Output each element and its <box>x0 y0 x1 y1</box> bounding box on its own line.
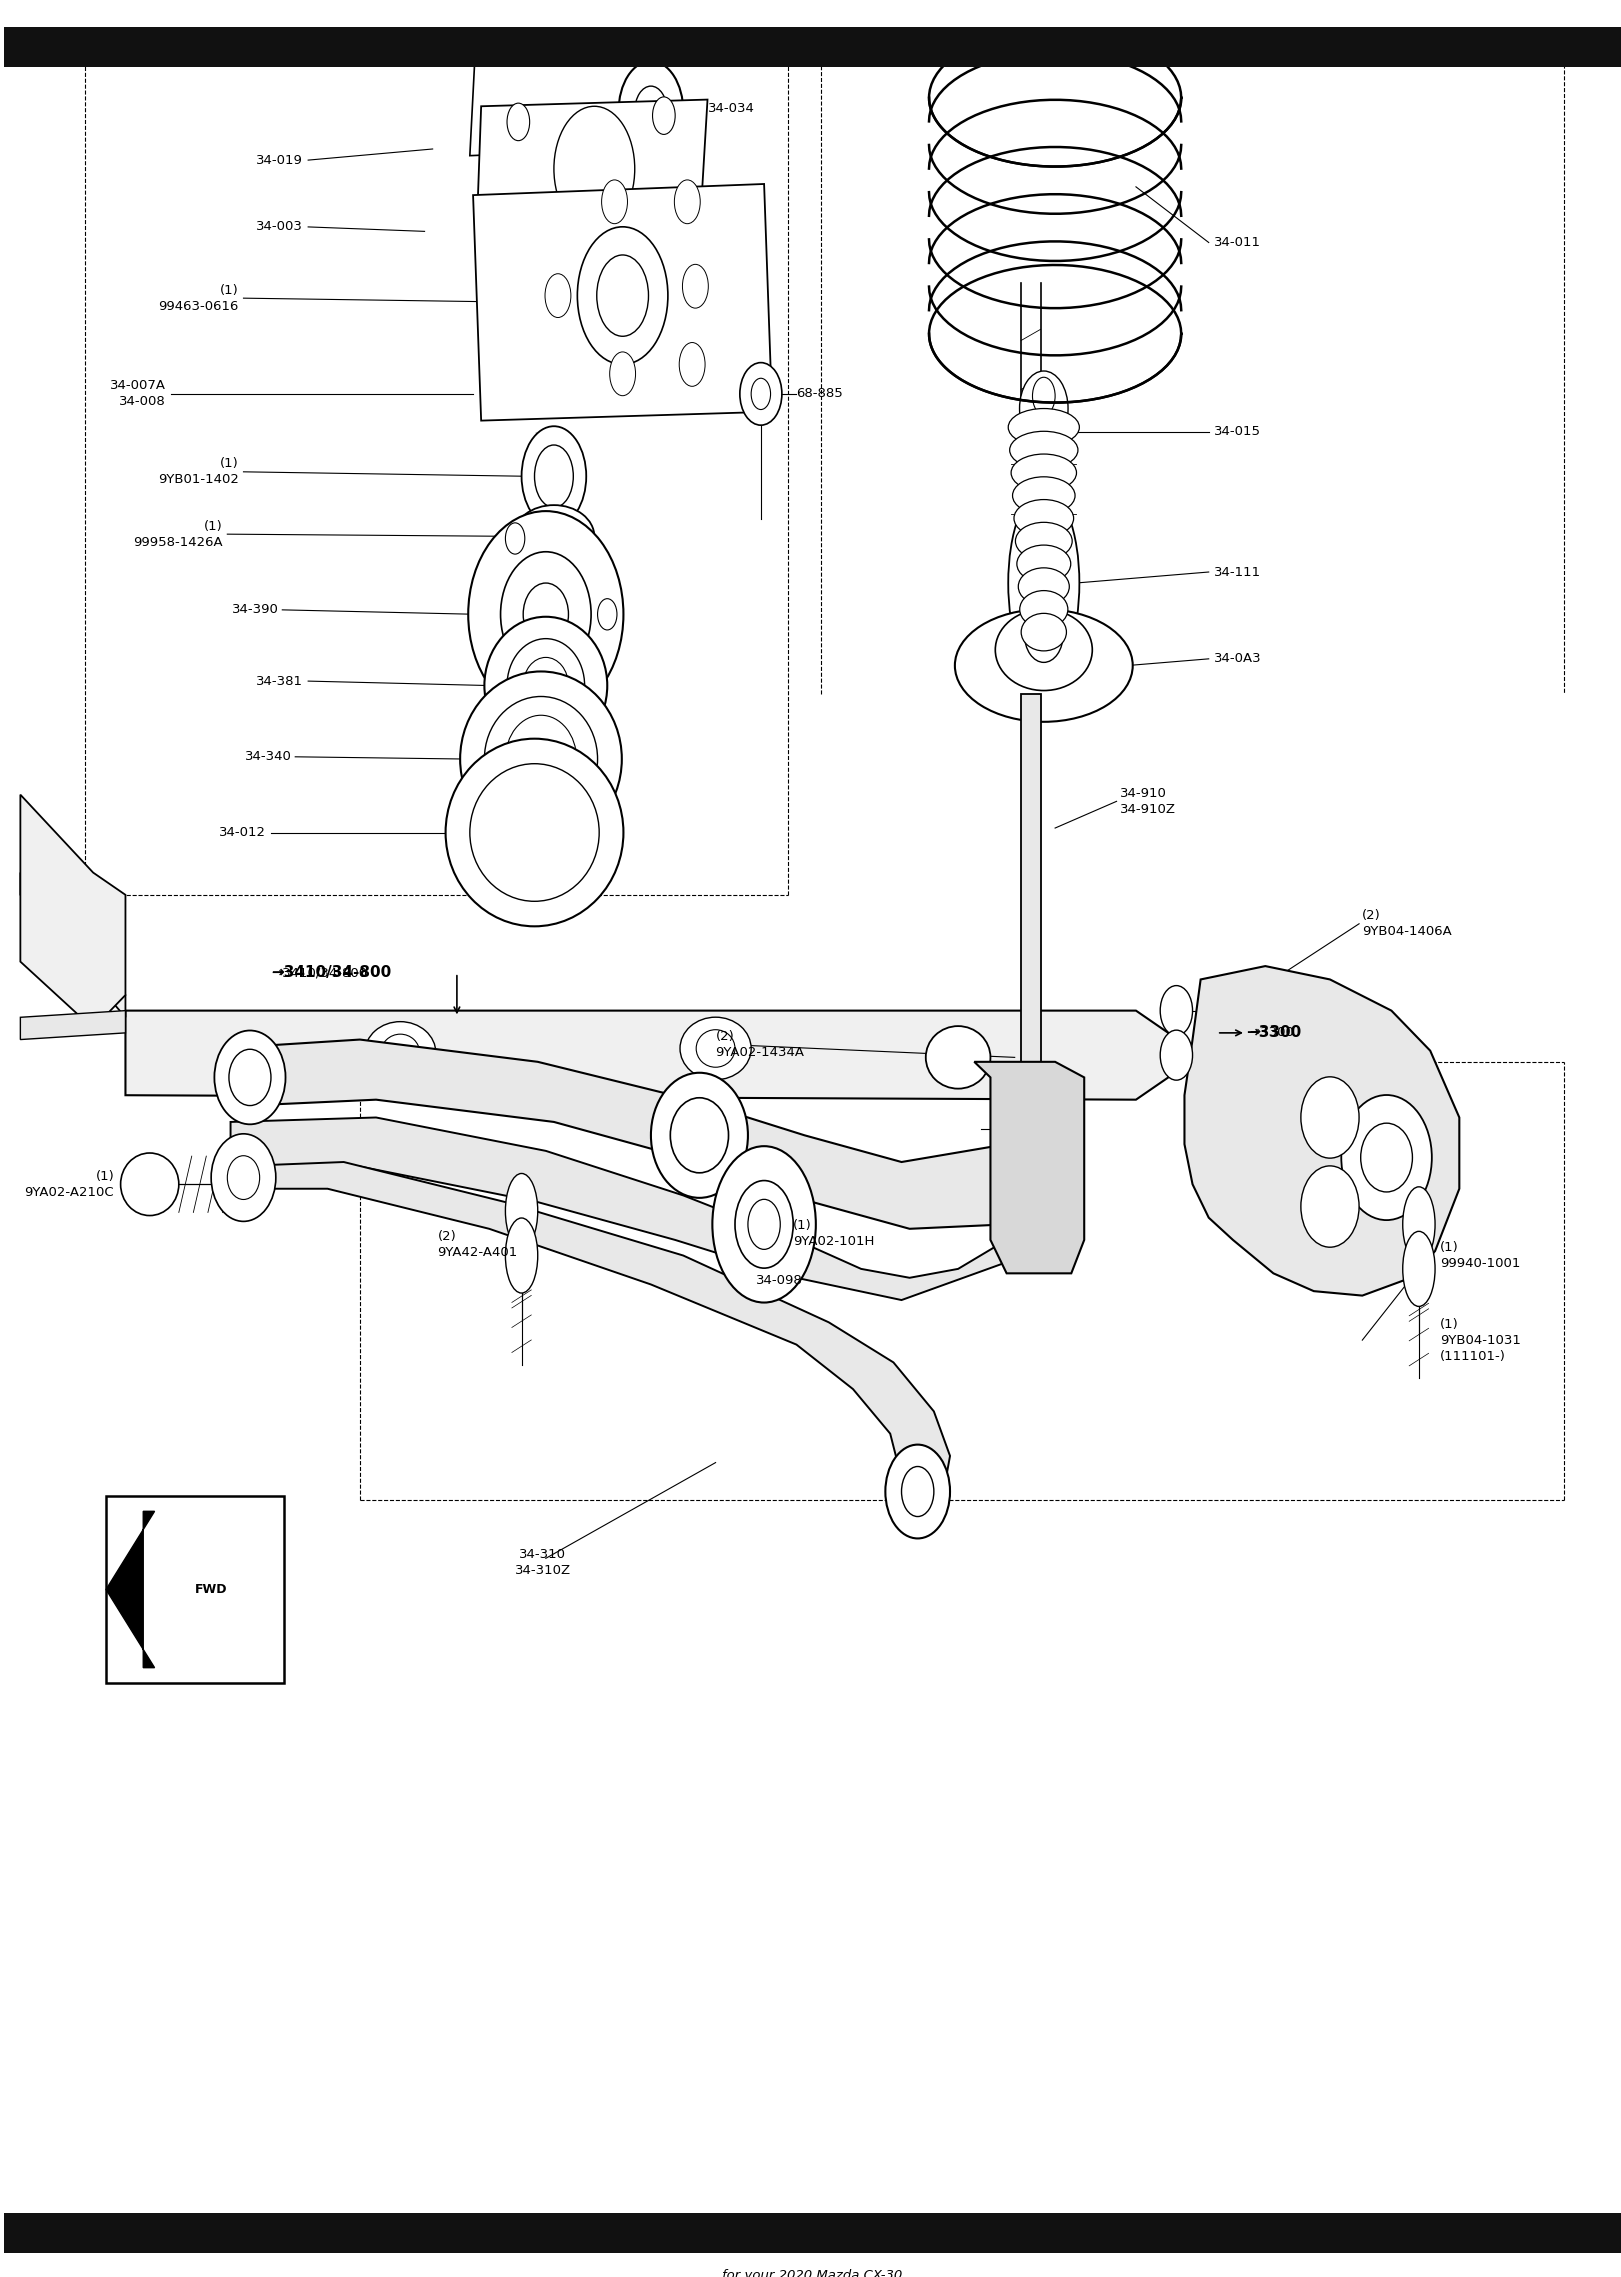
Ellipse shape <box>1021 613 1067 651</box>
Ellipse shape <box>681 1018 751 1079</box>
Polygon shape <box>230 1118 1063 1300</box>
Ellipse shape <box>635 87 668 137</box>
Text: for your 2020 Mazda CX-30: for your 2020 Mazda CX-30 <box>723 2268 903 2277</box>
Ellipse shape <box>446 738 624 927</box>
Ellipse shape <box>1010 430 1078 469</box>
Ellipse shape <box>1015 499 1073 537</box>
Ellipse shape <box>1402 1186 1435 1261</box>
Ellipse shape <box>1024 505 1063 567</box>
Bar <box>105 1496 284 1683</box>
Ellipse shape <box>747 1200 780 1250</box>
Text: 34-111: 34-111 <box>1214 565 1261 578</box>
Ellipse shape <box>1008 490 1080 676</box>
Text: 34-015: 34-015 <box>1214 426 1261 437</box>
Ellipse shape <box>468 510 624 717</box>
Ellipse shape <box>1000 1100 1059 1157</box>
Polygon shape <box>21 795 125 1029</box>
Ellipse shape <box>577 228 668 364</box>
Text: (1)
99958-1426A: (1) 99958-1426A <box>133 519 222 549</box>
Ellipse shape <box>597 255 648 337</box>
Polygon shape <box>21 872 125 1018</box>
Ellipse shape <box>601 180 627 223</box>
Ellipse shape <box>381 1034 420 1072</box>
Polygon shape <box>105 1512 154 1667</box>
Ellipse shape <box>229 1050 271 1107</box>
Text: 34-003: 34-003 <box>256 221 303 235</box>
Polygon shape <box>230 1041 1055 1230</box>
Ellipse shape <box>926 1027 990 1088</box>
Ellipse shape <box>506 1173 538 1248</box>
Ellipse shape <box>506 674 525 706</box>
Ellipse shape <box>485 697 598 822</box>
Text: 34-390: 34-390 <box>232 603 279 617</box>
Ellipse shape <box>1161 1029 1193 1079</box>
Ellipse shape <box>751 378 770 410</box>
Ellipse shape <box>1012 453 1076 492</box>
Ellipse shape <box>1302 1166 1358 1248</box>
Ellipse shape <box>1341 1095 1431 1220</box>
Ellipse shape <box>1402 1232 1435 1307</box>
Ellipse shape <box>901 1466 934 1516</box>
Ellipse shape <box>955 610 1133 722</box>
Ellipse shape <box>1024 606 1063 663</box>
Text: (1)
9YB04-1031
(111101-): (1) 9YB04-1031 (111101-) <box>1439 1318 1520 1362</box>
Ellipse shape <box>211 1134 276 1220</box>
Polygon shape <box>21 1011 125 1041</box>
Text: 34-012: 34-012 <box>219 827 266 838</box>
Bar <box>1021 694 1041 1273</box>
Ellipse shape <box>1302 1077 1358 1159</box>
Text: 34-310
34-310Z: 34-310 34-310Z <box>514 1548 571 1578</box>
Text: 34-007A
34-008: 34-007A 34-008 <box>110 380 165 408</box>
Ellipse shape <box>514 505 595 567</box>
Ellipse shape <box>214 1031 285 1125</box>
Bar <box>5 27 1621 66</box>
Text: FWD: FWD <box>195 1583 227 1596</box>
Text: (1)
9YB01-1402: (1) 9YB01-1402 <box>157 458 238 487</box>
Ellipse shape <box>486 198 509 235</box>
Text: FRONT SUSPENSION MECHANISMS: FRONT SUSPENSION MECHANISMS <box>637 0 987 14</box>
Text: (1)
9YA02-101H: (1) 9YA02-101H <box>793 1218 875 1248</box>
Ellipse shape <box>506 1218 538 1293</box>
Ellipse shape <box>1161 986 1193 1036</box>
Bar <box>5 2213 1621 2252</box>
Ellipse shape <box>619 61 684 162</box>
Ellipse shape <box>674 180 700 223</box>
Ellipse shape <box>558 285 584 321</box>
Polygon shape <box>125 1011 1169 1100</box>
Text: →3300: →3300 <box>1250 1027 1294 1038</box>
Text: (1)
9YA02-A210C: (1) 9YA02-A210C <box>24 1170 113 1198</box>
Ellipse shape <box>682 264 708 307</box>
Text: 34-034: 34-034 <box>707 102 754 116</box>
Ellipse shape <box>554 107 635 232</box>
Text: →3300: →3300 <box>1247 1025 1302 1041</box>
Ellipse shape <box>995 610 1093 690</box>
Text: (1)
99940-1001: (1) 99940-1001 <box>1439 1241 1520 1271</box>
Text: (2)
9YA42-A401: (2) 9YA42-A401 <box>438 1230 517 1259</box>
Ellipse shape <box>1008 408 1080 446</box>
Ellipse shape <box>734 1179 793 1268</box>
Ellipse shape <box>1018 567 1070 606</box>
Ellipse shape <box>506 524 525 553</box>
Ellipse shape <box>1033 378 1055 414</box>
Ellipse shape <box>1020 590 1068 628</box>
Ellipse shape <box>485 617 608 754</box>
Text: (1)
99463-0616: (1) 99463-0616 <box>159 285 238 312</box>
Ellipse shape <box>522 426 587 526</box>
Ellipse shape <box>1013 476 1075 515</box>
Ellipse shape <box>524 583 569 647</box>
Ellipse shape <box>227 1157 259 1200</box>
Ellipse shape <box>653 98 676 134</box>
Ellipse shape <box>501 551 592 676</box>
Ellipse shape <box>1020 371 1068 446</box>
Ellipse shape <box>885 1444 950 1539</box>
Ellipse shape <box>1000 1168 1059 1223</box>
Polygon shape <box>230 1161 950 1530</box>
Text: 34-0A3: 34-0A3 <box>1214 651 1261 665</box>
Ellipse shape <box>739 362 781 426</box>
Polygon shape <box>1185 965 1459 1296</box>
Ellipse shape <box>652 1072 747 1198</box>
Ellipse shape <box>657 191 679 228</box>
Ellipse shape <box>712 1145 815 1302</box>
Ellipse shape <box>506 715 577 804</box>
Ellipse shape <box>524 658 569 713</box>
